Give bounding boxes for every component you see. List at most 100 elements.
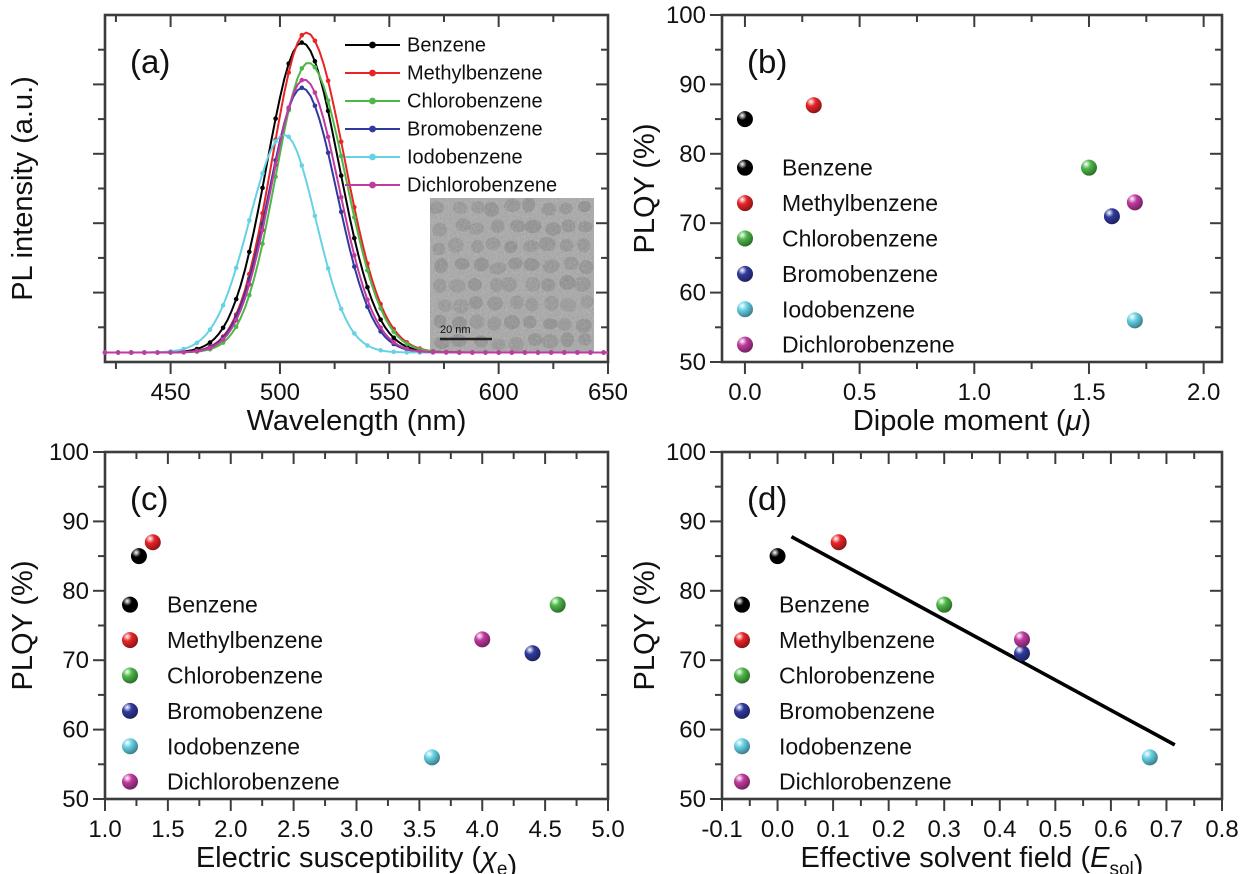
- legend-label: Bromobenzene: [167, 698, 323, 724]
- legend-item: Dichlorobenzene: [345, 175, 557, 197]
- y-axis-ticks: [710, 14, 1222, 363]
- legend-item: Methylbenzene: [122, 627, 323, 653]
- data-point-chlorobenzene: [1080, 159, 1097, 176]
- dichlorobenzene-legend-marker: [122, 773, 138, 790]
- legend-marker: [369, 41, 376, 49]
- legend-item: Benzene: [122, 592, 258, 618]
- y-tick-label: 50: [62, 786, 89, 813]
- y-tick-label: 70: [62, 647, 89, 674]
- x-axis-title: Dipole moment (μ): [853, 405, 1091, 437]
- legend-item: Dichlorobenzene: [734, 769, 952, 795]
- legend: Benzene Methylbenzene Chlorobenzene Bromobe…: [734, 592, 952, 795]
- y-tick-label: 80: [679, 141, 706, 168]
- x-axis-title: Effective solvent field (Esol): [801, 842, 1144, 874]
- y-axis-ticks: [93, 451, 608, 800]
- y-tick-label: 100: [666, 2, 706, 29]
- legend-item: Bromobenzene: [122, 698, 323, 724]
- legend-marker: [369, 69, 376, 77]
- y-tick-label: 60: [679, 280, 706, 307]
- panel-label: (c): [130, 480, 168, 517]
- data-point-dichlorobenzene: [1126, 194, 1143, 211]
- legend-label: Benzene: [407, 35, 486, 57]
- legend-label: Iodobenzene: [779, 733, 912, 759]
- legend-item: Methylbenzene: [737, 190, 938, 216]
- legend-label: Benzene: [779, 592, 870, 618]
- y-tick-label: 80: [679, 578, 706, 605]
- legend-label: Dichlorobenzene: [167, 769, 340, 795]
- y-axis-title: PLQY (%): [7, 560, 39, 690]
- legend-label: Iodobenzene: [782, 296, 915, 322]
- legend-item: Methylbenzene: [734, 627, 935, 653]
- benzene-legend-marker: [734, 596, 750, 613]
- panel-label: (b): [747, 43, 787, 80]
- legend-label: Methylbenzene: [782, 190, 938, 216]
- chlorobenzene-legend-marker: [734, 667, 750, 684]
- legend-item: Methylbenzene: [345, 63, 543, 85]
- data-point-chlorobenzene: [549, 596, 566, 613]
- y-axis-title: PLQY (%): [630, 560, 661, 690]
- panel-c-plqy-vs-susceptibility: 1.0 1.5 2.0 2.5 3.0 3.5 4.0 4.5 5.0 50 60 70 80 90 100…: [7, 439, 625, 874]
- data-point-benzene: [769, 548, 786, 565]
- y-tick-label: 90: [62, 508, 89, 535]
- x-tick-label: -0.1: [701, 816, 742, 843]
- legend-label: Dichlorobenzene: [407, 175, 557, 197]
- x-axis-title: Electric susceptibility (χe): [196, 842, 517, 874]
- legend-item: Chlorobenzene: [734, 662, 935, 688]
- legend-item: Iodobenzene: [737, 296, 915, 322]
- legend-label: Iodobenzene: [167, 733, 300, 759]
- x-tick-label: 4.0: [466, 816, 499, 843]
- legend-label: Methylbenzene: [407, 63, 543, 85]
- tem-grain-overlay: [430, 198, 594, 352]
- legend-marker: [369, 181, 376, 189]
- panel-a-pl-spectra: 450 500 550 600 650 (a) Wavelength (nm) PL inte…: [7, 13, 628, 437]
- x-tick-label: 0.7: [1150, 816, 1183, 843]
- legend-label: Methylbenzene: [167, 627, 323, 653]
- x-tick-label: 0.3: [928, 816, 961, 843]
- legend-item: Iodobenzene: [734, 733, 912, 759]
- legend: Benzene Methylbenzene Chlorobenzene Bromobe…: [737, 155, 955, 358]
- legend-label: Bromobenzene: [782, 261, 938, 287]
- scale-bar-label: 20 nm: [440, 324, 471, 336]
- legend-item: Chlorobenzene: [122, 662, 323, 688]
- x-tick-label: 3.0: [340, 816, 373, 843]
- chlorobenzene-legend-marker: [737, 230, 753, 247]
- data-point-benzene: [130, 548, 147, 565]
- dichlorobenzene-legend-marker: [737, 336, 753, 353]
- tem-inset: 20 nm: [430, 198, 594, 352]
- legend: Benzene Methylbenzene Chlorobenzene Bromobe…: [345, 35, 557, 197]
- legend-item: Chlorobenzene: [737, 225, 938, 251]
- x-tick-label: 0.8: [1205, 816, 1238, 843]
- legend-label: Iodobenzene: [407, 147, 523, 169]
- data-point-iodobenzene: [1141, 749, 1158, 766]
- x-tick-label: 550: [369, 379, 409, 406]
- x-axis-title: Wavelength (nm): [247, 405, 467, 437]
- legend-label: Benzene: [167, 592, 258, 618]
- data-point-methylbenzene: [830, 534, 847, 551]
- benzene-legend-marker: [737, 159, 753, 176]
- y-tick-label: 100: [666, 439, 706, 466]
- x-tick-label: 0.0: [728, 379, 761, 406]
- legend-label: Bromobenzene: [779, 698, 935, 724]
- legend-item: Iodobenzene: [345, 147, 523, 169]
- y-axis-title: PL intensity (a.u.): [7, 76, 39, 301]
- x-axis-ticks: [721, 452, 1223, 811]
- x-tick-label: 2.0: [214, 816, 247, 843]
- legend-item: Benzene: [737, 155, 873, 181]
- methylbenzene-legend-marker: [122, 632, 138, 649]
- legend-item: Bromobenzene: [734, 698, 935, 724]
- x-tick-label: 1.0: [958, 379, 991, 406]
- x-tick-label: 1.5: [151, 816, 184, 843]
- bromobenzene-legend-marker: [737, 265, 753, 282]
- panel-d-plqy-vs-solvent-field: -0.1 0.0 0.1 0.2 0.3 0.4 0.5 0.6 0.7 0.8 50 60 70 80 9…: [630, 439, 1239, 874]
- data-point-methylbenzene: [805, 97, 822, 114]
- methylbenzene-legend-marker: [737, 195, 753, 212]
- panel-label: (a): [130, 43, 170, 80]
- x-axis-ticks: [743, 15, 1205, 374]
- benzene-legend-marker: [122, 596, 138, 613]
- legend-label: Dichlorobenzene: [779, 769, 952, 795]
- y-tick-label: 60: [62, 717, 89, 744]
- legend-item: Benzene: [345, 35, 486, 57]
- legend-item: Bromobenzene: [345, 119, 543, 141]
- x-tick-label: 1.5: [1072, 379, 1105, 406]
